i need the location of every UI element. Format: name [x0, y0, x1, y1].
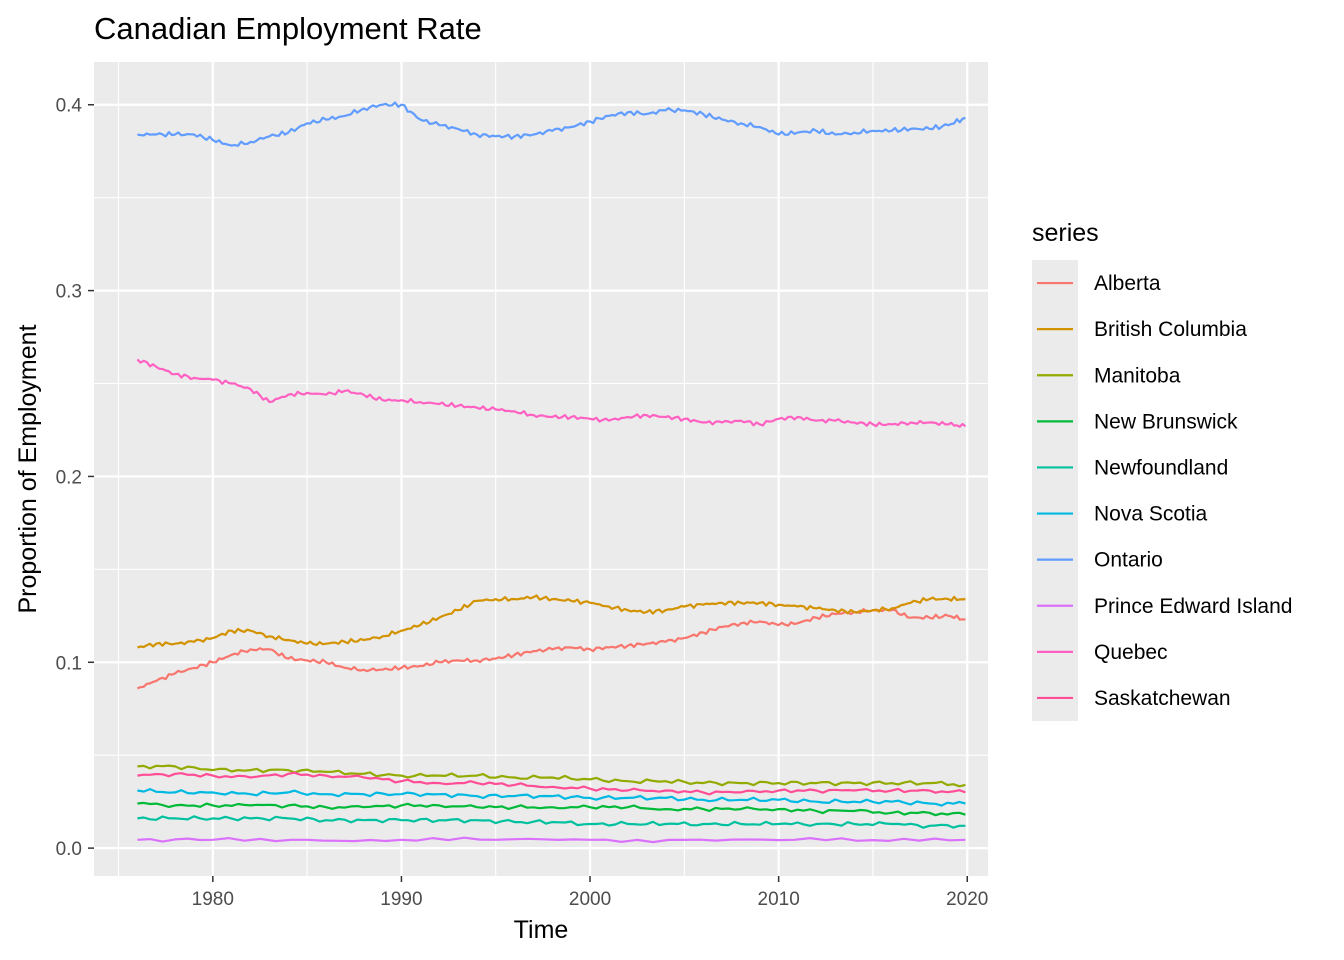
series-line-nova-scotia — [137, 788, 966, 807]
y-axis-ticks: 0.0 0.1 0.2 0.3 0.4 — [56, 96, 94, 860]
y-tick-label: 0.2 — [56, 467, 82, 488]
legend-label: British Columbia — [1094, 318, 1247, 341]
legend-label: Newfoundland — [1094, 456, 1228, 479]
series-line-manitoba — [137, 764, 966, 788]
x-tick-label: 2000 — [569, 889, 611, 910]
series-lines — [136, 101, 967, 844]
x-tick-label: 2020 — [946, 889, 988, 910]
series-line-new-brunswick — [137, 801, 966, 817]
y-axis-title: Proportion of Employment — [14, 324, 42, 613]
x-axis-ticks: 1980 1990 2000 2010 2020 — [192, 876, 988, 910]
x-tick-label: 1990 — [380, 889, 422, 910]
plot-panel — [94, 62, 988, 876]
series-line-alberta — [137, 608, 966, 690]
x-tick-label: 1980 — [192, 889, 234, 910]
legend: series Alberta British Columbia Manitoba Ne… — [1032, 219, 1292, 721]
legend-label: Prince Edward Island — [1094, 595, 1292, 618]
legend-title: series — [1032, 219, 1099, 247]
legend-label: Alberta — [1094, 272, 1161, 295]
legend-label: New Brunswick — [1094, 410, 1238, 433]
series-line-prince-edward-island — [137, 836, 966, 844]
legend-label: Quebec — [1094, 641, 1168, 664]
x-axis-title: Time — [514, 916, 569, 944]
grid — [94, 62, 988, 876]
series-line-newfoundland — [137, 815, 966, 829]
y-tick-label: 0.0 — [56, 839, 82, 860]
legend-key-background — [1032, 260, 1078, 721]
x-tick-label: 2010 — [758, 889, 800, 910]
y-tick-label: 0.1 — [56, 653, 82, 674]
legend-label: Ontario — [1094, 549, 1163, 572]
legend-label: Saskatchewan — [1094, 687, 1231, 710]
y-tick-label: 0.4 — [56, 96, 83, 117]
y-tick-label: 0.3 — [56, 282, 82, 303]
series-line-ontario — [137, 101, 966, 147]
legend-label: Manitoba — [1094, 364, 1181, 387]
chart-title: Canadian Employment Rate — [94, 11, 482, 46]
legend-label: Nova Scotia — [1094, 503, 1208, 526]
series-line-british-columbia — [137, 594, 966, 649]
series-line-saskatchewan — [137, 771, 966, 796]
series-line-quebec — [136, 358, 967, 428]
